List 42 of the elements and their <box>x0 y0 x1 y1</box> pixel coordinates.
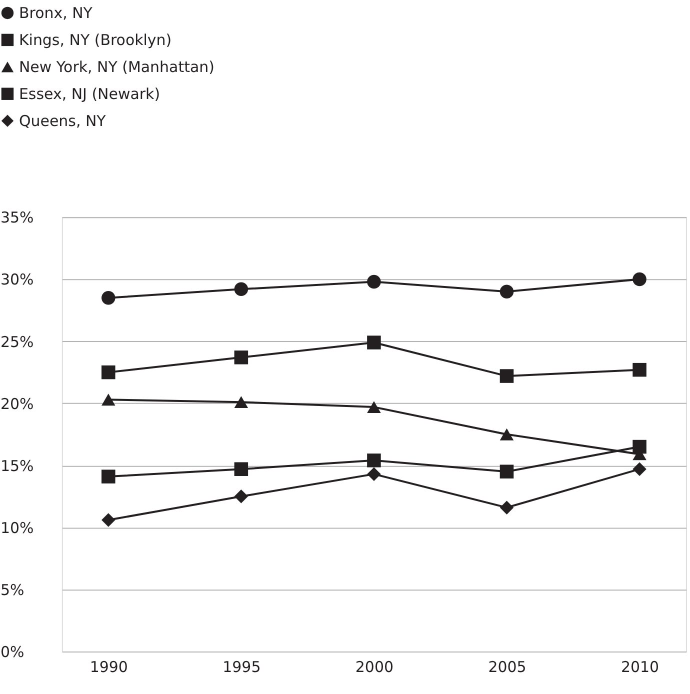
point <box>102 290 116 305</box>
point <box>367 401 381 414</box>
point <box>367 454 381 468</box>
x-tick-label: 1995 <box>222 658 261 676</box>
legend-label: Kings, NY (Brooklyn) <box>18 30 172 49</box>
point <box>234 396 248 408</box>
point <box>632 272 646 286</box>
y-tick-label: 10% <box>0 518 34 537</box>
point <box>367 336 381 350</box>
point <box>234 282 248 296</box>
point <box>102 394 116 406</box>
point <box>500 464 514 478</box>
x-tick-label: 2005 <box>488 658 526 676</box>
point <box>102 513 116 527</box>
x-tick-label: 1990 <box>90 658 128 676</box>
point <box>102 365 116 380</box>
point <box>500 284 514 299</box>
point <box>234 462 248 476</box>
y-tick-label: 25% <box>0 332 34 351</box>
point <box>500 428 514 440</box>
x-tick-label: 2000 <box>355 658 394 676</box>
y-tick-label: 15% <box>0 456 34 475</box>
point <box>367 274 381 289</box>
point <box>500 369 514 383</box>
y-tick-label: 30% <box>0 270 34 289</box>
legend-label: Queens, NY <box>18 112 107 130</box>
legend-label: Essex, NJ (Newark) <box>18 84 160 103</box>
point <box>234 490 248 504</box>
y-tick-label: 20% <box>0 394 34 413</box>
point <box>632 440 646 454</box>
y-tick-label: 5% <box>0 580 24 599</box>
point <box>632 362 646 377</box>
point <box>367 467 381 481</box>
legend-label: Bronx, NY <box>18 4 94 22</box>
point <box>102 470 116 484</box>
legend-label: New York, NY (Manhattan) <box>18 58 214 76</box>
point <box>234 350 248 364</box>
y-tick-label: 0% <box>0 643 24 662</box>
x-tick-label: 2010 <box>620 658 660 676</box>
point <box>632 462 646 476</box>
y-tick-label: 35% <box>0 208 34 227</box>
point <box>500 500 514 514</box>
